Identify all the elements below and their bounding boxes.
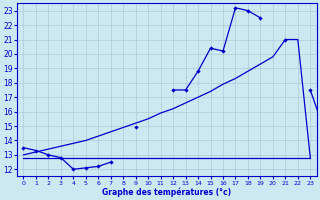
X-axis label: Graphe des températures (°c): Graphe des températures (°c) <box>102 187 231 197</box>
